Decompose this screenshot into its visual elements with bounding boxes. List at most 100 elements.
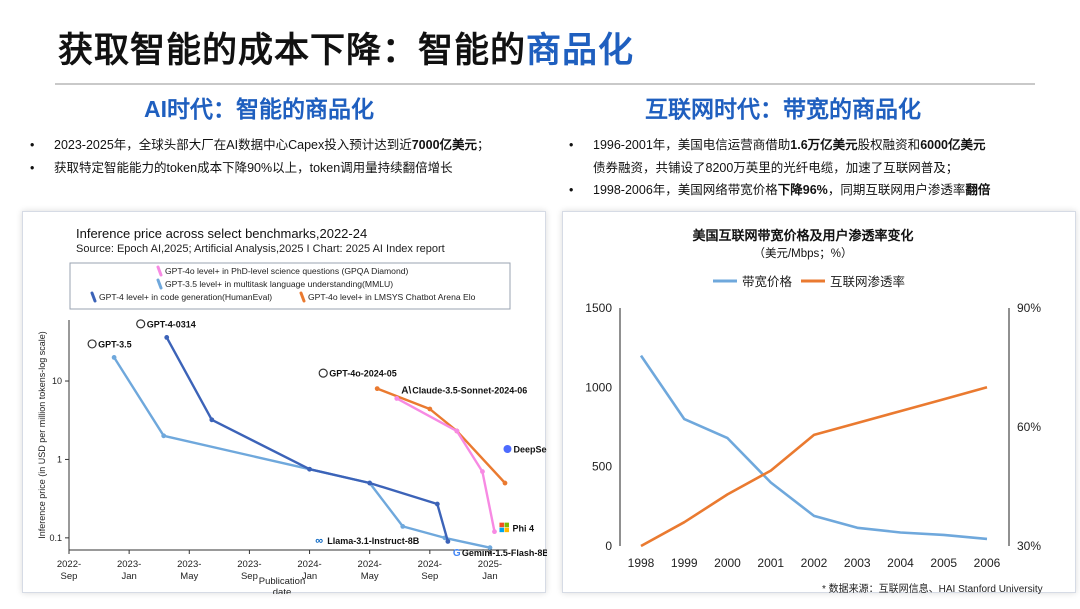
x-tick-label-month: May [180, 571, 198, 582]
chart-subtitle: （美元/Mbps；%） [753, 246, 852, 260]
legend-label: 带宽价格 [742, 274, 793, 289]
x-tick-label: 2002 [801, 556, 828, 570]
left-y-tick-label: 1000 [585, 380, 612, 394]
data-point [367, 480, 373, 486]
x-tick-label: 2005 [930, 556, 957, 570]
x-tick-label-month: May [361, 571, 379, 582]
y-tick-label: 1 [57, 454, 62, 464]
x-tick-label-year: 2025- [478, 559, 502, 570]
left-bullet-list: 2023-2025年，全球头部大厂在AI数据中心Capex投入预计达到近7000… [28, 134, 558, 179]
left-bullet-1: 2023-2025年，全球头部大厂在AI数据中心Capex投入预计达到近7000… [28, 134, 558, 157]
right-chart-card: 美国互联网带宽价格及用户渗透率变化 （美元/Mbps；%） 带宽价格 互联网渗透率 0 5… [562, 211, 1076, 593]
x-tick-label-month: Jan [302, 571, 317, 582]
left-bullet-2-text: 获取特定智能能力的token成本下降90%以上，token调用量持续翻倍增长 [54, 160, 453, 175]
right-bullet-1: 1996-2001年，美国电信运营商借助1.6万亿美元股权融资和6000亿美元债… [567, 134, 1067, 179]
legend-marker [90, 291, 97, 303]
model-annotation: Claude-3.5-Sonnet-2024-06 [412, 386, 527, 396]
x-tick-label-month: Jan [121, 571, 136, 582]
legend-label: GPT-4o level+ in PhD-level science quest… [165, 266, 408, 276]
x-tick-label: 1999 [671, 556, 698, 570]
right-bullet-2-strong-1: 下降96% [777, 183, 828, 197]
data-point [492, 529, 497, 535]
right-bullet-1-mid: 股权融资和 [857, 138, 921, 152]
deepseek-logo-icon [503, 445, 512, 454]
left-bullet-1-strong: 7000亿美元 [411, 138, 478, 152]
right-bullet-list: 1996-2001年，美国电信运营商借助1.6万亿美元股权融资和6000亿美元债… [567, 134, 1067, 202]
chart-title: 美国互联网带宽价格及用户渗透率变化 [692, 228, 913, 243]
title-divider [55, 83, 1035, 85]
data-point [307, 466, 312, 472]
right-y-tick-label: 30% [1017, 539, 1041, 553]
meta-logo-icon: ∞ [315, 535, 323, 547]
left-subtitle: AI时代：智能的商品化 [144, 96, 374, 122]
left-y-tick-label: 1500 [585, 301, 612, 315]
series-line [165, 336, 450, 542]
slide-title-main: 获取智能的成本下降：智能的 [58, 31, 527, 70]
data-point [394, 396, 400, 401]
openai-logo-icon [136, 319, 146, 329]
right-bullet-1-strong-1: 1.6万亿美元 [790, 138, 858, 152]
x-tick-label: 2001 [757, 556, 784, 570]
x-tick-label: 1998 [628, 556, 655, 570]
model-annotation: GPT-4o-2024-05 [329, 369, 397, 379]
right-bullet-2-strong-2: 翻倍 [965, 183, 991, 197]
legend-label: GPT-4 level+ in code generation(HumanEva… [99, 292, 272, 302]
data-point [434, 501, 440, 507]
data-point [374, 386, 380, 392]
microsoft-logo-icon [504, 527, 509, 533]
y-axis-label: Inference price (in USD per million toke… [37, 331, 47, 539]
x-tick-label-year: 2024- [358, 559, 382, 570]
legend-box [69, 262, 511, 310]
right-bullet-1-strong-2: 6000亿美元 [920, 138, 986, 152]
openai-logo-icon [87, 339, 97, 349]
penetration-rate-line [640, 386, 988, 548]
x-tick-label-year: 2024- [418, 559, 442, 570]
data-point [480, 469, 485, 474]
right-bullet-1-text: 1996-2001年，美国电信运营商借助 [593, 138, 791, 152]
data-point [454, 428, 460, 434]
data-point [164, 334, 170, 340]
y-tick-label: 0.1 [49, 533, 62, 543]
x-tick-label: 2006 [974, 556, 1001, 570]
x-tick-label-year: 2023- [117, 559, 141, 570]
right-bullet-2-text: 1998-2006年，美国网络带宽价格 [593, 183, 778, 197]
legend-marker [299, 291, 306, 303]
inference-price-chart: Inference price across select benchmarks… [37, 226, 547, 594]
legend-marker [156, 278, 163, 290]
x-axis-label-line-1: Publication [259, 576, 305, 587]
right-bullet-2: 1998-2006年，美国网络带宽价格下降96%，同期互联网用户渗透率翻倍 [567, 179, 1067, 202]
bandwidth-price-chart: 美国互联网带宽价格及用户渗透率变化 （美元/Mbps；%） 带宽价格 互联网渗透率 0 5… [585, 228, 1041, 570]
right-bullet-2-mid: ，同期互联网用户渗透率 [827, 183, 966, 197]
x-tick-label-month: Sep [61, 571, 78, 582]
right-subtitle: 互联网时代：带宽的商品化 [645, 96, 921, 122]
data-point [427, 406, 433, 412]
x-tick-label: 2000 [714, 556, 741, 570]
x-tick-label-month: Sep [241, 571, 258, 582]
x-axis-label-line-2: date [273, 587, 292, 594]
x-tick-label-year: 2024- [297, 559, 321, 570]
microsoft-logo-icon [504, 522, 509, 528]
model-annotation: GPT-4-0314 [147, 319, 196, 329]
x-tick-label-month: Jan [482, 571, 497, 582]
model-annotation: Llama-3.1-Instruct-8B [327, 536, 420, 546]
x-tick-label: 2003 [844, 556, 871, 570]
left-y-tick-label: 500 [592, 460, 612, 474]
legend-label: GPT-4o level+ in LMSYS Chatbot Arena Elo [308, 292, 476, 302]
left-bullet-1-end: ； [477, 138, 490, 152]
x-tick-label: 2004 [887, 556, 914, 570]
microsoft-logo-icon [499, 527, 504, 533]
right-y-tick-label: 60% [1017, 420, 1041, 434]
data-point [487, 545, 493, 551]
x-tick-label-year: 2023- [177, 559, 201, 570]
microsoft-logo-icon [499, 522, 504, 528]
right-bullet-1-line-2: 债券融资，共铺设了8200万英里的光纤电缆，加速了互联网普及； [593, 160, 959, 175]
x-tick-label-year: 2023- [237, 559, 261, 570]
left-bullet-2: 获取特定智能能力的token成本下降90%以上，token调用量持续翻倍增长 [28, 157, 558, 180]
right-y-tick-label: 90% [1017, 301, 1041, 315]
left-y-tick-label: 0 [605, 539, 612, 553]
x-tick-label-month: Sep [421, 571, 438, 582]
data-point [502, 480, 508, 486]
data-point [161, 433, 167, 439]
anthropic-logo-icon: A\ [401, 386, 411, 397]
slide-title-highlight: 商品化 [526, 31, 635, 70]
